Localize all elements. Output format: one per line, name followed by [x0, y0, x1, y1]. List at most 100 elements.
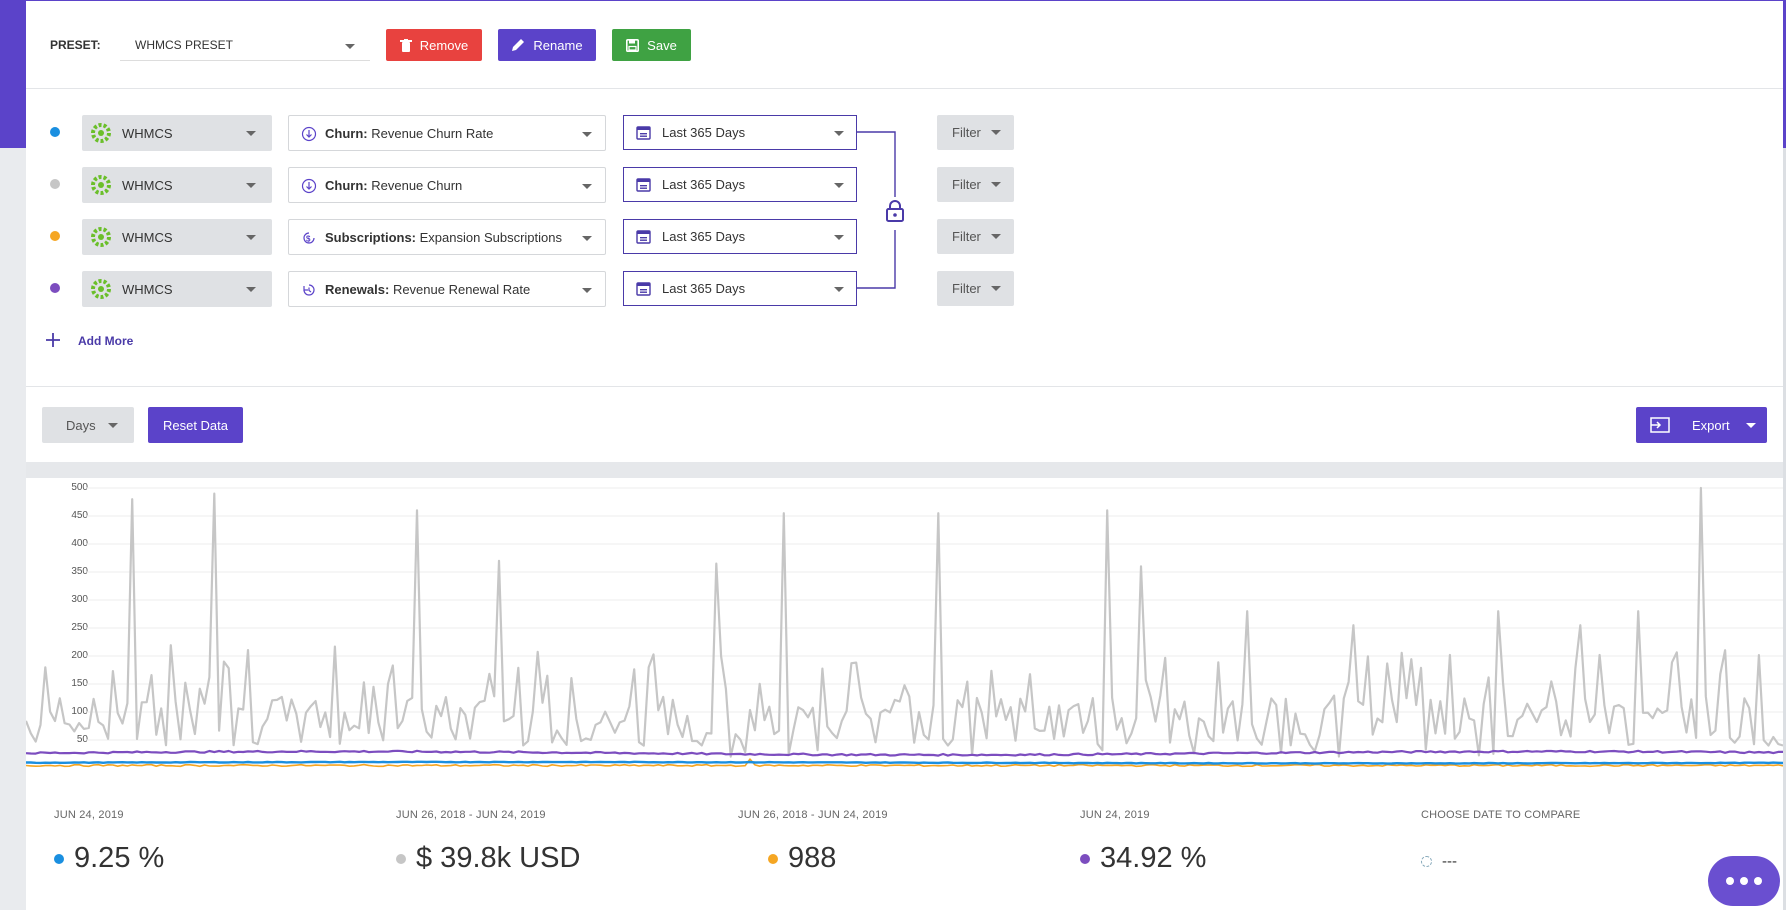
- filter-button[interactable]: Filter: [937, 271, 1014, 306]
- export-button[interactable]: Export: [1636, 407, 1767, 443]
- series-line: [26, 749, 1783, 757]
- churn-icon: [301, 178, 317, 194]
- date-range-select[interactable]: Last 365 Days: [623, 115, 857, 150]
- dot-icon: [1754, 877, 1762, 885]
- date-lock-bracket: [857, 131, 896, 289]
- chevron-down-icon: [582, 132, 592, 137]
- compare-date-prompt[interactable]: CHOOSE DATE TO COMPARE: [1421, 809, 1581, 821]
- pencil-icon: [512, 39, 525, 51]
- series-color-dot: [50, 179, 60, 189]
- summary-value: ---: [1442, 853, 1457, 870]
- source-select[interactable]: WHMCS: [82, 271, 272, 307]
- floppy-disk-icon: [626, 38, 640, 52]
- filter-button[interactable]: Filter: [937, 167, 1014, 202]
- renewals-icon: [303, 284, 315, 296]
- calendar-icon: [636, 126, 651, 140]
- reset-data-button[interactable]: Reset Data: [148, 407, 243, 443]
- add-more-link[interactable]: Add More: [78, 334, 134, 348]
- calendar-icon: [636, 178, 651, 192]
- y-tick-label: 200: [71, 650, 88, 661]
- chevron-down-icon: [582, 236, 592, 241]
- filter-button[interactable]: Filter: [937, 219, 1014, 254]
- dot-icon: [1740, 877, 1748, 885]
- granularity-select[interactable]: Days: [42, 407, 134, 443]
- preset-select[interactable]: WHMCS PRESET: [120, 29, 370, 61]
- granularity-value: Days: [66, 417, 96, 433]
- line-chart[interactable]: [26, 478, 1783, 788]
- chevron-down-icon: [108, 423, 118, 428]
- preset-value: WHMCS PRESET: [135, 37, 234, 52]
- plus-icon[interactable]: [46, 333, 60, 347]
- export-label: Export: [1692, 417, 1730, 433]
- metric-select[interactable]: Churn: Revenue Churn Rate: [288, 115, 606, 151]
- remove-button[interactable]: Remove: [386, 29, 482, 61]
- metric-category: Subscriptions:: [325, 229, 417, 245]
- save-label: Save: [647, 37, 677, 53]
- date-range-select[interactable]: Last 365 Days: [623, 219, 857, 254]
- date-range-select[interactable]: Last 365 Days: [623, 167, 857, 202]
- metric-select[interactable]: $ Subscriptions: Expansion Subscriptions: [288, 219, 606, 255]
- chevron-down-icon: [246, 235, 256, 240]
- left-accent-strip: [0, 0, 26, 148]
- summary-date: JUN 24, 2019: [54, 809, 124, 821]
- chevron-down-icon: [345, 44, 355, 49]
- date-range-value: Last 365 Days: [662, 281, 746, 296]
- subscriptions-icon: $: [303, 232, 315, 244]
- source-name: WHMCS: [122, 281, 173, 297]
- svg-text:$: $: [306, 235, 311, 244]
- series-line: [26, 758, 1783, 768]
- series-line: [26, 760, 1783, 765]
- scrollbar[interactable]: [1783, 0, 1786, 148]
- source-select[interactable]: WHMCS: [82, 219, 272, 255]
- metric-select[interactable]: Renewals: Revenue Renewal Rate: [288, 271, 606, 307]
- chevron-down-icon: [582, 288, 592, 293]
- source-select[interactable]: WHMCS: [82, 167, 272, 203]
- date-range-value: Last 365 Days: [662, 229, 746, 244]
- chevron-down-icon: [246, 131, 256, 136]
- whmcs-gear-icon: [91, 279, 111, 299]
- summary-date: JUN 26, 2018 - JUN 24, 2019: [396, 809, 546, 821]
- lock-icon[interactable]: [885, 199, 905, 223]
- filter-label: Filter: [952, 281, 981, 296]
- rename-label: Rename: [533, 37, 583, 53]
- y-tick-label: 500: [71, 482, 88, 493]
- series-color-dot: [396, 853, 406, 864]
- chevron-down-icon: [246, 287, 256, 292]
- metric-name: Revenue Renewal Rate: [392, 281, 531, 297]
- series-color-dot: [768, 853, 778, 864]
- y-tick-label: 400: [71, 538, 88, 549]
- right-edge: [1783, 148, 1786, 910]
- whmcs-gear-icon: [91, 123, 111, 143]
- series-color-dot: [1080, 853, 1090, 864]
- filter-button[interactable]: Filter: [937, 115, 1014, 150]
- chevron-down-icon[interactable]: [1746, 423, 1756, 428]
- date-range-value: Last 365 Days: [662, 125, 746, 140]
- summary-value: 9.25 %: [74, 842, 165, 874]
- source-select[interactable]: WHMCS: [82, 115, 272, 151]
- chevron-down-icon: [991, 286, 1001, 291]
- y-tick-label: 300: [71, 594, 88, 605]
- export-icon: [1650, 417, 1670, 433]
- y-tick-label: 150: [71, 678, 88, 689]
- filter-label: Filter: [952, 125, 981, 140]
- series-color-dot: [50, 127, 60, 137]
- rename-button[interactable]: Rename: [498, 29, 596, 61]
- metric-name: Revenue Churn Rate: [371, 125, 494, 141]
- chevron-down-icon: [834, 235, 844, 240]
- chevron-down-icon: [834, 183, 844, 188]
- remove-label: Remove: [419, 37, 469, 53]
- y-tick-label: 100: [71, 706, 88, 717]
- metric-name: Revenue Churn: [371, 177, 463, 193]
- chevron-down-icon: [834, 287, 844, 292]
- dot-icon: [1726, 877, 1734, 885]
- series-line: [26, 486, 1783, 758]
- series-color-dot: [54, 853, 64, 864]
- date-range-value: Last 365 Days: [662, 177, 746, 192]
- whmcs-gear-icon: [91, 175, 111, 195]
- chat-widget-button[interactable]: [1708, 856, 1780, 906]
- date-range-select[interactable]: Last 365 Days: [623, 271, 857, 306]
- save-button[interactable]: Save: [612, 29, 691, 61]
- metric-select[interactable]: Churn: Revenue Churn: [288, 167, 606, 203]
- empty-dot-icon: [1421, 856, 1432, 867]
- y-tick-label: 250: [71, 622, 88, 633]
